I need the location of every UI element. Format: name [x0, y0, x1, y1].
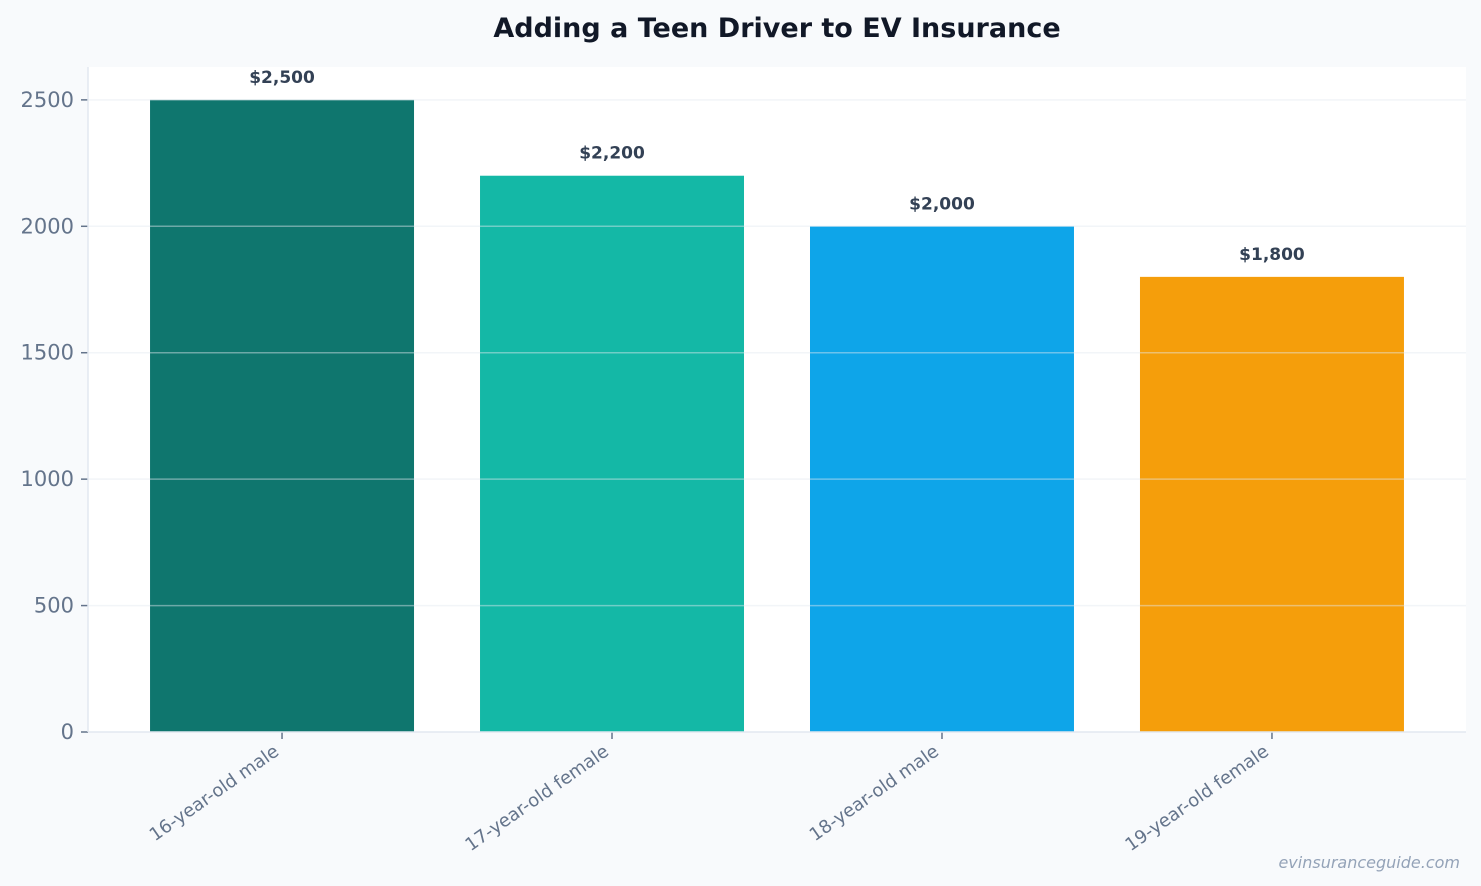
data-label-4: $1,800	[1239, 245, 1305, 265]
y-tick-label: 0	[61, 720, 74, 744]
chart-title: Adding a Teen Driver to EV Insurance	[493, 13, 1060, 44]
data-label-2: $2,200	[579, 144, 645, 164]
y-tick-label: 1000	[21, 467, 74, 491]
bar-4	[1139, 276, 1404, 732]
data-label-1: $2,500	[249, 68, 315, 88]
bar-1	[150, 99, 415, 732]
y-tick-label: 2500	[21, 88, 74, 112]
bar-2	[480, 175, 745, 732]
y-tick-label: 500	[34, 594, 74, 618]
y-tick-label: 1500	[21, 341, 74, 365]
data-label-3: $2,000	[909, 194, 975, 214]
y-tick-label: 2000	[21, 214, 74, 238]
watermark: evinsuranceguide.com	[1278, 853, 1460, 872]
bar-3	[809, 226, 1074, 733]
